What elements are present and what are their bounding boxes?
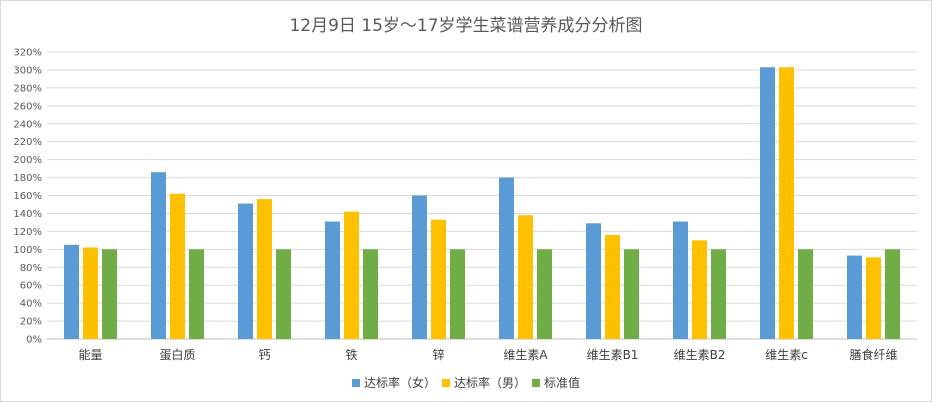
y-tick-label: 0%: [26, 335, 42, 346]
bar: [624, 249, 639, 339]
legend-item: 达标率（女）: [351, 374, 436, 391]
chart-legend: 达标率（女） 达标率（男） 标准值: [1, 374, 931, 391]
bar: [363, 249, 378, 339]
bar: [537, 249, 552, 339]
y-tick-label: 40%: [20, 299, 42, 310]
bar: [711, 249, 726, 339]
bar: [885, 249, 900, 339]
bar: [760, 67, 775, 339]
bar: [499, 177, 514, 339]
y-tick-label: 140%: [13, 209, 42, 220]
y-tick-label: 300%: [13, 65, 42, 76]
bar: [325, 221, 340, 339]
category-label: 维生素c: [765, 348, 808, 362]
bar: [673, 221, 688, 339]
bar: [847, 255, 862, 339]
bar: [412, 195, 427, 339]
y-tick-label: 180%: [13, 173, 42, 184]
bar: [518, 215, 533, 339]
y-tick-label: 280%: [13, 83, 42, 94]
bar: [83, 247, 98, 339]
bar: [170, 193, 185, 339]
legend-swatch: [441, 379, 450, 387]
bar: [238, 203, 253, 339]
bar: [64, 244, 79, 339]
y-tick-label: 60%: [20, 281, 42, 292]
bar: [257, 199, 272, 339]
category-label: 膳食纤维: [849, 347, 897, 362]
legend-swatch: [351, 379, 360, 387]
category-label: 能量: [78, 348, 102, 362]
y-tick-label: 260%: [13, 101, 42, 112]
y-tick-label: 80%: [20, 263, 42, 274]
bar: [586, 223, 601, 339]
bar: [450, 249, 465, 339]
legend-label: 达标率（女）: [363, 376, 436, 390]
bar: [798, 249, 813, 339]
category-label: 维生素B1: [587, 348, 639, 362]
y-tick-label: 320%: [13, 48, 42, 59]
legend-label: 达标率（男）: [453, 376, 526, 390]
bar: [189, 249, 204, 339]
bar: [779, 67, 794, 339]
legend-item: 标准值: [532, 374, 580, 391]
chart-title: 12月9日 15岁～17岁学生菜谱营养成分分析图: [289, 16, 643, 36]
bar: [151, 172, 166, 339]
y-tick-label: 240%: [13, 119, 42, 130]
bar: [276, 249, 291, 339]
bar: [692, 240, 707, 339]
bar: [344, 211, 359, 339]
y-tick-label: 160%: [13, 191, 42, 202]
legend-label: 标准值: [544, 376, 581, 390]
y-tick-label: 100%: [13, 245, 42, 256]
y-tick-label: 200%: [13, 155, 42, 166]
y-tick-label: 120%: [13, 227, 42, 238]
legend-swatch: [532, 379, 540, 387]
bar: [605, 234, 620, 339]
bar: [431, 219, 446, 339]
category-label: 铁: [345, 348, 357, 362]
category-label: 蛋白质: [159, 347, 195, 362]
category-label: 锌: [432, 348, 444, 362]
y-tick-label: 20%: [20, 317, 42, 328]
y-tick-label: 220%: [13, 137, 42, 148]
legend-item: 达标率（男）: [441, 374, 526, 391]
category-label: 维生素B2: [674, 348, 726, 362]
category-label: 钙: [258, 348, 270, 362]
category-label: 维生素A: [503, 348, 548, 362]
bar: [866, 257, 881, 339]
bar: [102, 249, 117, 339]
